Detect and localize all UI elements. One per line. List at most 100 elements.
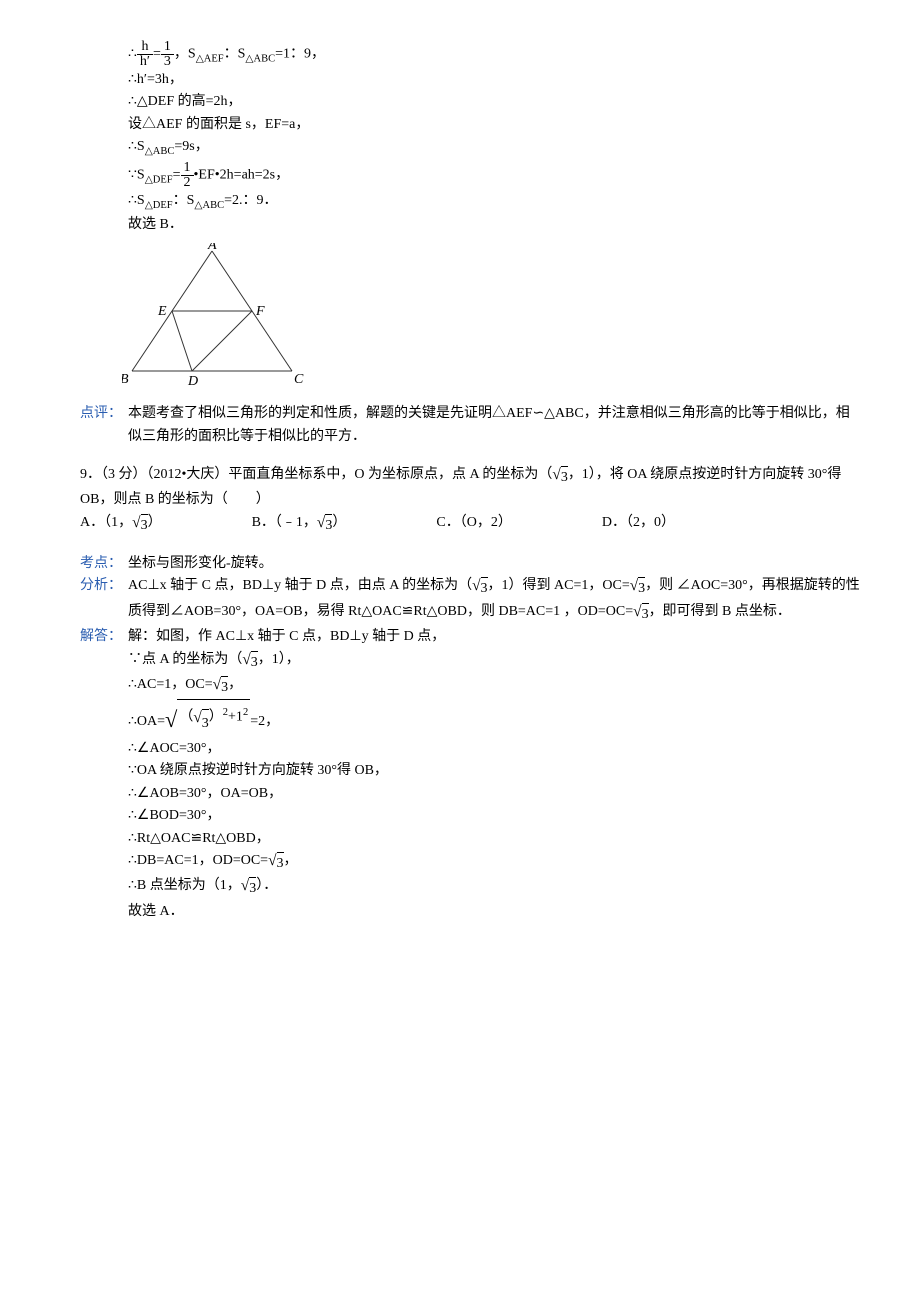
text: =1：9， <box>275 47 325 62</box>
jd-line7: ∴∠AOB=30°，OA=OB， <box>128 783 860 805</box>
sol8-line5: ∴S△ABC=9s， <box>128 136 860 161</box>
jieda-body: 解：如图，作 AC⊥x 轴于 C 点，BD⊥y 轴于 D 点， ∵点 A 的坐标… <box>128 626 860 923</box>
jd-line8: ∴∠BOD=30°， <box>128 805 860 827</box>
subscript: △DEF <box>145 174 173 185</box>
text: ） <box>148 515 162 530</box>
svg-text:A: A <box>207 243 217 253</box>
sqrt: √3 <box>268 852 283 875</box>
jd-line10: ∴DB=AC=1，OD=OC=√3， <box>128 850 860 875</box>
text: ， <box>284 853 298 868</box>
text: AC⊥x 轴于 C 点，BD⊥y 轴于 D 点，由点 A 的坐标为（ <box>128 578 472 593</box>
sqrt: √3 <box>193 709 208 738</box>
q9-stem: 9．（3 分）（2012•大庆）平面直角坐标系中，O 为坐标原点，点 A 的坐标… <box>80 464 860 512</box>
solution-8-body: ∴hh′=13，S△AEF：S△ABC=1：9， ∴h′=3h， ∴△DEF 的… <box>80 40 860 401</box>
jd-line5: ∴∠AOC=30°， <box>128 738 860 760</box>
jd-line4: ∴OA=√（√3）2+12=2， <box>128 699 860 738</box>
denominator: 2 <box>181 176 194 190</box>
jieda-label: 解答： <box>80 629 122 644</box>
text: ：S <box>173 193 195 208</box>
text: =9s， <box>174 139 208 154</box>
svg-text:B: B <box>122 372 129 387</box>
text: ：S <box>224 47 246 62</box>
fraction: hh′ <box>137 40 153 69</box>
sol8-line7: ∴S△DEF：S△ABC=2.：9． <box>128 190 860 215</box>
option-a: A．（1，√3） <box>80 512 162 537</box>
numerator: 1 <box>181 161 194 176</box>
text: = <box>153 47 161 62</box>
text: =2， <box>250 715 279 730</box>
text: ∴S <box>128 139 145 154</box>
sol8-line3: ∴△DEF 的高=2h， <box>128 91 860 113</box>
radicand: 3 <box>481 577 488 600</box>
svg-text:C: C <box>294 372 304 387</box>
jd-line2: ∵点 A 的坐标为（√3，1）， <box>128 649 860 674</box>
text: •EF•2h=ah=2s， <box>194 167 290 182</box>
review-row: 点评： 本题考查了相似三角形的判定和性质，解题的关键是先证明△AEF∽△ABC，… <box>80 403 860 448</box>
svg-text:D: D <box>187 374 198 389</box>
superscript: 2 <box>243 707 248 718</box>
jd-line3: ∴AC=1，OC=√3， <box>128 674 860 699</box>
sqrt: √3 <box>241 877 256 900</box>
sqrt: √3 <box>132 514 147 537</box>
text: B．（﹣1， <box>252 515 317 530</box>
jd-line6: ∵OA 绕原点按逆时针方向旋转 30°得 OB， <box>128 760 860 782</box>
kaodian-label: 考点： <box>80 556 122 571</box>
text: ，则 <box>645 578 673 593</box>
radicand: 3 <box>561 466 568 489</box>
text: ∵S <box>128 167 145 182</box>
text: = <box>173 167 181 182</box>
subscript: △ABC <box>145 146 175 157</box>
sqrt-big: √（√3）2+12 <box>165 699 250 738</box>
text: ，1）， <box>258 652 300 667</box>
radicand: 3 <box>141 514 148 537</box>
triangle-figure: A B C D E F <box>122 243 860 401</box>
radicand: 3 <box>277 852 284 875</box>
text: +1 <box>228 710 243 725</box>
sol8-line4: 设△AEF 的面积是 s，EF=a， <box>128 114 860 136</box>
sqrt: √3 <box>552 466 567 489</box>
option-d: D．（2，0） <box>602 512 675 537</box>
jd-line12: 故选 A． <box>128 901 860 923</box>
fenxi-label: 分析： <box>80 578 122 593</box>
fraction: 12 <box>181 161 194 190</box>
subscript: △ABC <box>245 54 275 65</box>
denominator: 3 <box>161 55 174 69</box>
fraction: 13 <box>161 40 174 69</box>
subscript: △ABC <box>194 200 224 211</box>
subscript: △DEF <box>145 200 173 211</box>
text: =2.：9． <box>224 193 277 208</box>
q9-options: A．（1，√3） B．（﹣1，√3） C．（O，2） D．（2，0） <box>80 512 860 537</box>
text: ∴AC=1，OC= <box>128 677 213 692</box>
radicand: 3 <box>202 709 209 738</box>
sol8-line8: 故选 B． <box>128 214 860 236</box>
sqrt: √3 <box>213 676 228 699</box>
text: ，即可得到 B 点坐标． <box>649 604 791 619</box>
sqrt: √3 <box>317 514 332 537</box>
svg-text:E: E <box>157 304 167 319</box>
text: ∴ <box>128 47 137 62</box>
option-c: C．（O，2） <box>436 512 511 537</box>
fenxi-row: 分析： AC⊥x 轴于 C 点，BD⊥y 轴于 D 点，由点 A 的坐标为（ √3… <box>80 575 860 626</box>
text: ） <box>332 515 346 530</box>
text: A．（1， <box>80 515 132 530</box>
radicand: 3 <box>642 603 649 626</box>
text: ∴B 点坐标为（1， <box>128 878 241 893</box>
sol8-line6: ∵S△DEF=12•EF•2h=ah=2s， <box>128 161 860 190</box>
text: ，S <box>174 47 196 62</box>
jieda-row: 解答： 解：如图，作 AC⊥x 轴于 C 点，BD⊥y 轴于 D 点， ∵点 A… <box>80 626 860 923</box>
review-label: 点评： <box>80 406 122 421</box>
text: （ <box>179 710 193 725</box>
subscript: △AEF <box>196 54 224 65</box>
text: ）． <box>256 878 277 893</box>
jd-line11: ∴B 点坐标为（1，√3）． <box>128 875 860 900</box>
jd-line9: ∴Rt△OAC≌Rt△OBD， <box>128 828 860 850</box>
text: ，OD=OC= <box>564 604 633 619</box>
kaodian-text: 坐标与图形变化-旋转。 <box>128 553 860 575</box>
text: ∴OA= <box>128 715 165 730</box>
sol8-line2: ∴h′=3h， <box>128 69 860 91</box>
radicand: 3 <box>221 676 228 699</box>
numerator: h <box>137 40 153 55</box>
svg-text:F: F <box>255 304 265 319</box>
sqrt: √3 <box>630 577 645 600</box>
text: ，1）得到 AC=1，OC= <box>488 578 630 593</box>
